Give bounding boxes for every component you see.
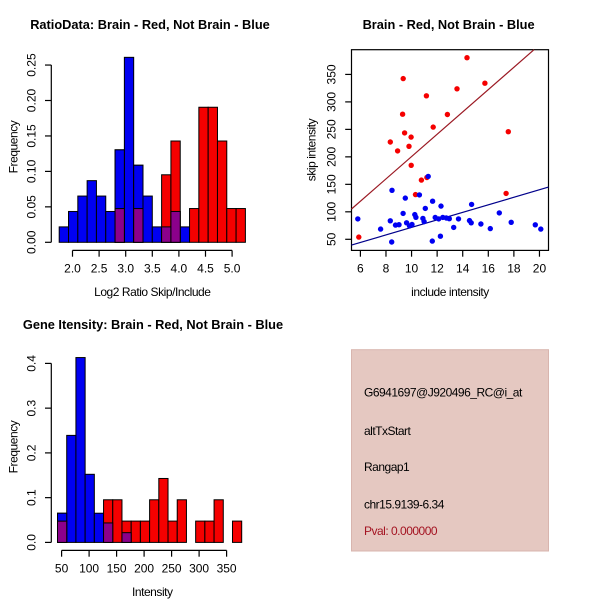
svg-text:300: 300 xyxy=(189,562,209,576)
svg-text:3.5: 3.5 xyxy=(144,262,161,276)
svg-text:50: 50 xyxy=(325,232,339,246)
svg-text:6: 6 xyxy=(357,262,364,276)
svg-text:0.2: 0.2 xyxy=(25,444,39,461)
svg-text:0.0: 0.0 xyxy=(25,534,39,551)
svg-text:include intensity: include intensity xyxy=(411,285,489,299)
svg-text:250: 250 xyxy=(162,562,182,576)
svg-text:50: 50 xyxy=(55,562,69,576)
svg-text:2.0: 2.0 xyxy=(64,262,81,276)
svg-text:Pval: 0.000000: Pval: 0.000000 xyxy=(364,524,438,538)
svg-text:2.5: 2.5 xyxy=(91,262,108,276)
svg-text:350: 350 xyxy=(325,64,339,84)
svg-text:10: 10 xyxy=(405,262,419,276)
svg-text:0.4: 0.4 xyxy=(25,355,39,372)
svg-text:18: 18 xyxy=(507,262,521,276)
svg-text:Intensity: Intensity xyxy=(132,585,173,599)
svg-text:0.1: 0.1 xyxy=(25,489,39,506)
svg-text:100: 100 xyxy=(79,562,99,576)
svg-text:200: 200 xyxy=(134,562,154,576)
svg-text:16: 16 xyxy=(482,262,496,276)
svg-text:0.00: 0.00 xyxy=(25,230,39,254)
svg-text:0.3: 0.3 xyxy=(25,399,39,416)
svg-text:0.15: 0.15 xyxy=(25,124,39,148)
svg-text:Frequency: Frequency xyxy=(7,120,21,173)
svg-text:250: 250 xyxy=(325,119,339,139)
svg-text:0.20: 0.20 xyxy=(25,88,39,112)
svg-text:3.0: 3.0 xyxy=(117,262,134,276)
svg-text:100: 100 xyxy=(325,201,339,221)
svg-text:altTxStart: altTxStart xyxy=(364,424,412,438)
svg-text:0.05: 0.05 xyxy=(25,195,39,219)
svg-text:20: 20 xyxy=(533,262,547,276)
svg-text:skip intensity: skip intensity xyxy=(305,118,319,181)
svg-text:Rangap1: Rangap1 xyxy=(364,460,410,474)
svg-text:Frequency: Frequency xyxy=(7,420,21,473)
svg-text:Log2 Ratio Skip/Include: Log2 Ratio Skip/Include xyxy=(94,285,211,299)
svg-text:0.10: 0.10 xyxy=(25,159,39,183)
svg-text:12: 12 xyxy=(430,262,444,276)
svg-text:300: 300 xyxy=(325,92,339,112)
svg-text:150: 150 xyxy=(325,174,339,194)
svg-text:14: 14 xyxy=(456,262,470,276)
svg-text:0.25: 0.25 xyxy=(25,53,39,77)
svg-text:200: 200 xyxy=(325,147,339,167)
svg-text:5.0: 5.0 xyxy=(224,262,241,276)
svg-text:150: 150 xyxy=(107,562,127,576)
svg-text:G6941697@J920496_RC@i_at: G6941697@J920496_RC@i_at xyxy=(364,385,523,399)
svg-text:Gene Itensity: Brain - Red, No: Gene Itensity: Brain - Red, Not Brain - … xyxy=(23,317,283,332)
svg-text:RatioData: Brain - Red, Not Br: RatioData: Brain - Red, Not Brain - Blue xyxy=(30,17,270,32)
svg-text:4.0: 4.0 xyxy=(171,262,188,276)
svg-text:4.5: 4.5 xyxy=(197,262,214,276)
svg-text:chr15.9139-6.34: chr15.9139-6.34 xyxy=(364,498,445,512)
svg-text:Brain - Red, Not Brain - Blue: Brain - Red, Not Brain - Blue xyxy=(363,17,535,32)
svg-text:8: 8 xyxy=(383,262,390,276)
svg-text:350: 350 xyxy=(217,562,237,576)
